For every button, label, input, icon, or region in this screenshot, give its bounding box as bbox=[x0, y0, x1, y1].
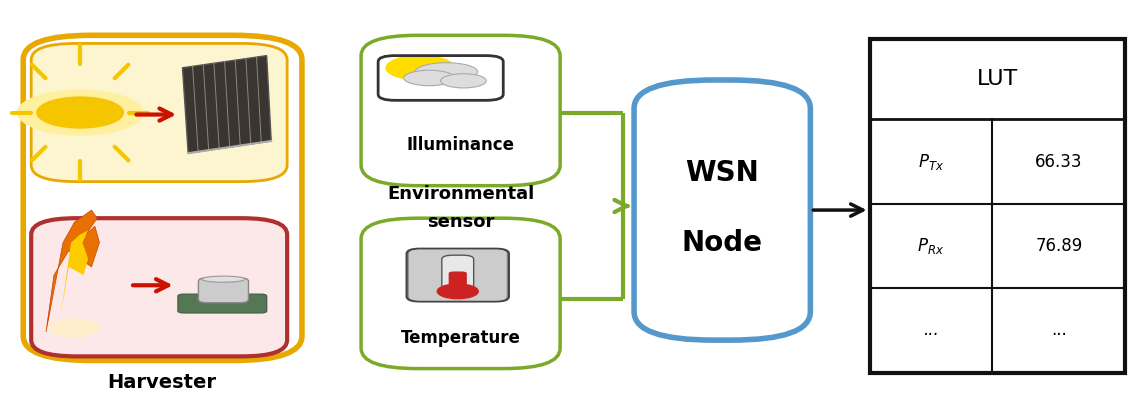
Circle shape bbox=[49, 319, 99, 337]
FancyBboxPatch shape bbox=[361, 218, 560, 369]
Polygon shape bbox=[46, 210, 99, 332]
FancyBboxPatch shape bbox=[442, 255, 473, 291]
Text: $P_{Tx}$: $P_{Tx}$ bbox=[918, 152, 944, 171]
Text: ...: ... bbox=[924, 321, 938, 339]
Text: LUT: LUT bbox=[977, 69, 1018, 89]
Text: Environmental: Environmental bbox=[387, 185, 534, 203]
FancyBboxPatch shape bbox=[870, 40, 1126, 372]
Text: ...: ... bbox=[1052, 321, 1066, 339]
FancyBboxPatch shape bbox=[409, 250, 506, 301]
Ellipse shape bbox=[415, 63, 478, 81]
Text: 66.33: 66.33 bbox=[1036, 152, 1082, 171]
Circle shape bbox=[386, 56, 455, 80]
Ellipse shape bbox=[441, 74, 486, 88]
Text: Temperature: Temperature bbox=[401, 329, 520, 347]
FancyBboxPatch shape bbox=[407, 249, 509, 302]
Polygon shape bbox=[61, 230, 88, 316]
FancyBboxPatch shape bbox=[178, 294, 266, 313]
Polygon shape bbox=[183, 56, 271, 153]
FancyBboxPatch shape bbox=[31, 43, 287, 182]
Text: Node: Node bbox=[681, 229, 762, 257]
Text: Illuminance: Illuminance bbox=[407, 136, 514, 154]
FancyBboxPatch shape bbox=[31, 218, 287, 356]
FancyBboxPatch shape bbox=[199, 278, 248, 303]
Text: $P_{Rx}$: $P_{Rx}$ bbox=[918, 236, 944, 256]
FancyBboxPatch shape bbox=[361, 35, 560, 186]
Circle shape bbox=[438, 284, 478, 299]
Text: sensor: sensor bbox=[427, 213, 494, 231]
Ellipse shape bbox=[403, 70, 455, 86]
Text: 76.89: 76.89 bbox=[1036, 237, 1082, 255]
Ellipse shape bbox=[202, 276, 245, 282]
Text: WSN: WSN bbox=[686, 159, 759, 187]
Circle shape bbox=[17, 90, 143, 135]
FancyBboxPatch shape bbox=[449, 272, 466, 287]
FancyBboxPatch shape bbox=[23, 35, 302, 361]
Circle shape bbox=[37, 97, 123, 128]
FancyBboxPatch shape bbox=[634, 80, 810, 340]
Text: Harvester: Harvester bbox=[107, 373, 216, 392]
